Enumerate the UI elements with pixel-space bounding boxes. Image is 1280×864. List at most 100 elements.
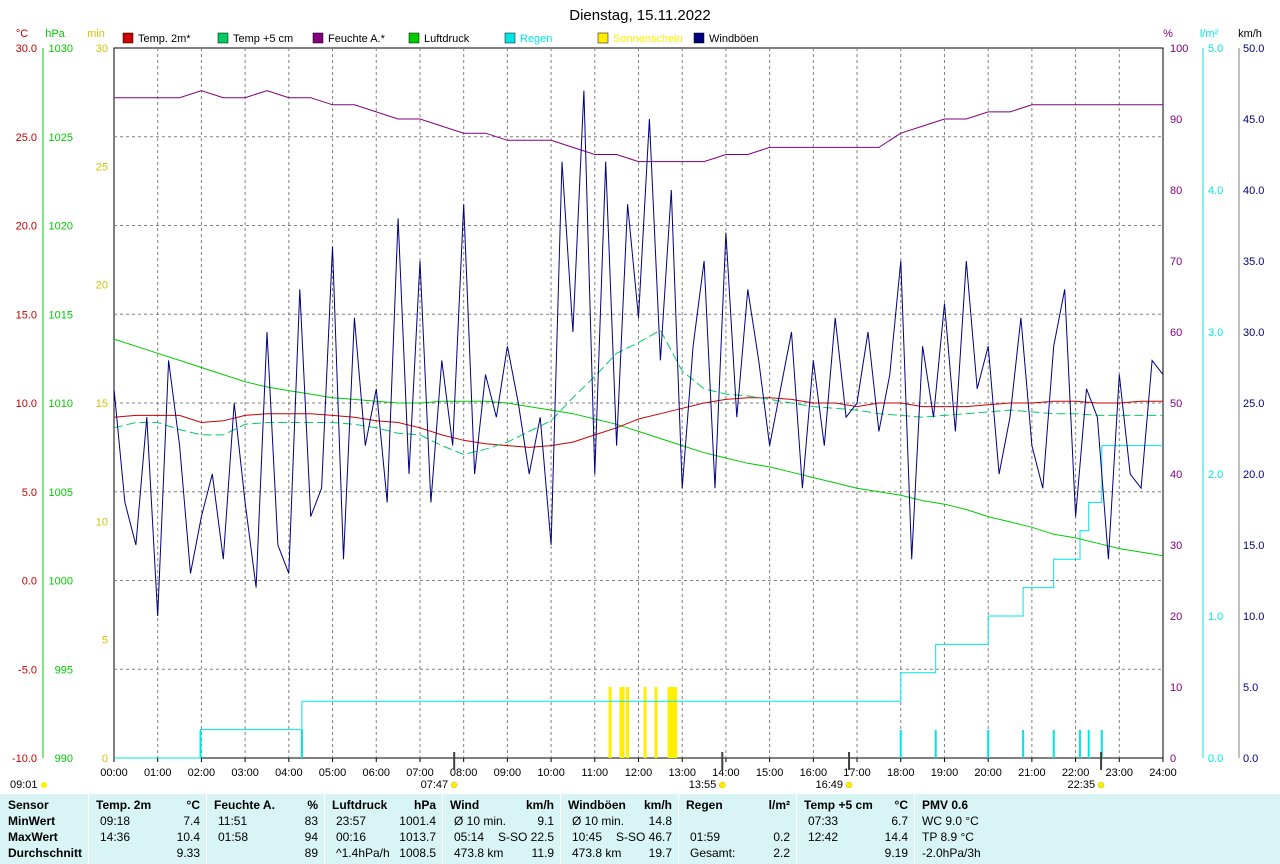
temp-tick-label: 15.0: [16, 309, 37, 321]
axes: °C hPa min% l/m² km/h 30.0 25.0 20.0 15.0 10.0 5.0…: [12, 28, 1265, 765]
gust-tick-label: 15.0: [1243, 540, 1264, 552]
x-tick-label: 23:00: [1106, 767, 1134, 779]
plot-area: [113, 90, 1164, 759]
stats-direction: S-SO: [616, 830, 646, 844]
x-tick-label: 03:00: [231, 767, 259, 779]
stats-time: TP 8.9 °C: [922, 830, 974, 844]
x-axis: 00:00 01:00 02:00 03:00 04:00 05:00 06:00 07:00…: [10, 752, 1177, 791]
x-tick-label: 12:00: [625, 767, 653, 779]
column-separator: [560, 794, 561, 864]
x-tick-label: 17:00: [843, 767, 871, 779]
temp-tick-label: -5.0: [18, 664, 37, 676]
unit-kmh: km/h: [1238, 28, 1262, 40]
pressure-tick-label: 1030: [49, 43, 73, 55]
x-tick-label: 07:00: [406, 767, 434, 779]
stats-time: -2.0hPa/3h: [922, 846, 981, 860]
sunshine-bar: [608, 687, 612, 758]
time-marker-dot: [1097, 781, 1105, 789]
stats-time: 01:59: [690, 830, 721, 844]
sunshine-bar: [674, 687, 678, 758]
x-tick-label: 20:00: [974, 767, 1002, 779]
gust-tick-label: 25.0: [1243, 398, 1264, 410]
pressure-tick-label: 990: [55, 753, 73, 765]
series-line-temp-5-cm: [113, 329, 1163, 456]
stats-value: 0.2: [773, 830, 790, 844]
x-tick-label: 22:00: [1062, 767, 1090, 779]
unit-hpa: hPa: [45, 28, 65, 40]
time-marker-label: 13:55: [689, 779, 717, 791]
stats-header: Wind: [450, 798, 480, 812]
rain-tick-label: 2.0: [1208, 469, 1223, 481]
legend-swatch: [312, 32, 324, 44]
chart-title: Dienstag, 15.11.2022: [569, 7, 711, 24]
x-tick-label: 09:00: [494, 767, 522, 779]
stats-time: 07:33: [808, 814, 839, 828]
statistics-table: Sensor MinWert MaxWert Durchschnitt Temp. 2m…: [0, 794, 1280, 864]
x-tick-label: 06:00: [362, 767, 390, 779]
gust-tick-label: 30.0: [1243, 327, 1264, 339]
rain-tick-label: 5.0: [1208, 43, 1223, 55]
sunshine-tick-label: 25: [96, 161, 108, 173]
rain-tick-label: 4.0: [1208, 185, 1223, 197]
gust-tick-label: 5.0: [1243, 682, 1258, 694]
temp-tick-label: 0.0: [22, 576, 37, 588]
x-tick-label: 05:00: [319, 767, 347, 779]
stats-value: 7.4: [183, 814, 200, 828]
humidity-tick-label: 70: [1170, 256, 1182, 268]
unit-rain: l/m²: [1200, 28, 1219, 40]
legend-swatch: [408, 32, 420, 44]
column-separator: [442, 794, 443, 864]
sunshine-bar: [621, 687, 625, 758]
sunshine-bar: [671, 687, 675, 758]
legend: Temp. 2m* Temp +5 cm Feuchte A.* Luftdruck R…: [122, 32, 759, 45]
legend-label: Temp. 2m*: [138, 33, 191, 45]
stats-time: 09:18: [100, 814, 131, 828]
series-line-windb-en: [113, 90, 1164, 617]
stats-time: 12:42: [808, 830, 839, 844]
stats-value: 1008.5: [399, 846, 436, 860]
stats-time: ^1.4hPa/h: [336, 846, 390, 860]
x-tick-label: 11:00: [581, 767, 608, 779]
stats-header: Windböen: [568, 798, 626, 812]
stats-direction: S-SO: [498, 830, 528, 844]
stats-value: 2.2: [773, 846, 790, 860]
stats-value: 9.1: [537, 814, 554, 828]
x-tick-label: 19:00: [931, 767, 959, 779]
gust-tick-label: 40.0: [1243, 185, 1264, 197]
legend-swatch: [217, 32, 229, 44]
stats-time: WC 9.0 °C: [922, 814, 979, 828]
stats-time: 14:36: [100, 830, 131, 844]
column-separator: [678, 794, 679, 864]
legend-swatch: [693, 32, 705, 44]
temp-tick-label: 25.0: [16, 132, 37, 144]
x-tick-label: 16:00: [800, 767, 828, 779]
pressure-tick-label: 1005: [49, 487, 73, 499]
stats-time: 473.8 km: [454, 846, 504, 860]
stats-row-label: MinWert: [8, 814, 56, 828]
pressure-tick-label: 1020: [49, 221, 73, 233]
time-marker-dot: [450, 781, 458, 789]
sunshine-tick-label: 20: [96, 280, 108, 292]
x-tick-label: 13:00: [668, 767, 696, 779]
rain-tick-label: 3.0: [1208, 327, 1223, 339]
legend-label: Luftdruck: [424, 33, 470, 45]
column-separator: [324, 794, 325, 864]
stats-time: Ø 10 min.: [454, 814, 507, 828]
series-line-regen: [114, 445, 1163, 759]
corner-time-label: 09:01: [10, 779, 38, 791]
stats-value: 9.19: [884, 846, 908, 860]
stats-header: Sensor: [8, 798, 49, 812]
legend-swatch: [597, 32, 609, 44]
sunshine-bar: [667, 687, 671, 758]
stats-time: 05:14: [454, 830, 485, 844]
sunshine-bar: [654, 687, 658, 758]
pressure-tick-label: 1000: [49, 576, 73, 588]
sunshine-bar: [669, 687, 673, 758]
stats-unit: °C: [186, 798, 200, 812]
humidity-tick-label: 80: [1170, 185, 1182, 197]
stats-unit: hPa: [413, 798, 436, 812]
column-separator: [88, 794, 89, 864]
x-tick-label: 04:00: [275, 767, 303, 779]
stats-unit: km/h: [525, 798, 554, 812]
stats-value: 19.7: [648, 846, 672, 860]
